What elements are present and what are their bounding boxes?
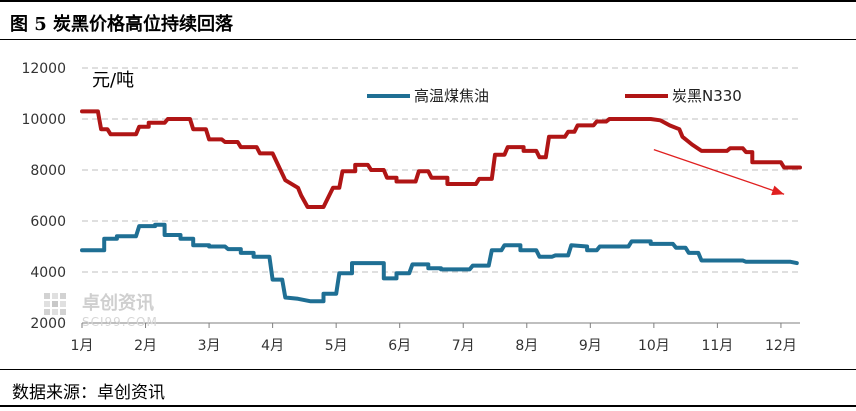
legend: 高温煤焦油 炭黑N330 bbox=[367, 87, 742, 105]
x-tick-label: 10月 bbox=[638, 338, 670, 354]
trend-arrow-line bbox=[653, 148, 785, 195]
watermark-text: 卓创资讯 bbox=[82, 292, 154, 314]
series-line-coal-tar bbox=[80, 222, 799, 304]
annotations bbox=[653, 148, 785, 196]
x-tick-label: 2月 bbox=[134, 338, 157, 354]
legend-label-n330: 炭黑N330 bbox=[672, 87, 742, 105]
y-axis-ticks: 2000 4000 6000 8000 10000 12000 bbox=[21, 61, 66, 332]
series-lines bbox=[80, 109, 802, 304]
x-tick-label: 9月 bbox=[579, 338, 602, 354]
figure-title-bar: 图 5 炭黑价格高位持续回落 bbox=[0, 0, 856, 40]
y-tick-label: 10000 bbox=[21, 112, 66, 128]
y-tick-label: 8000 bbox=[30, 163, 66, 179]
y-tick-label: 6000 bbox=[30, 214, 66, 230]
trend-arrow-head-icon bbox=[771, 185, 785, 196]
figure-title: 图 5 炭黑价格高位持续回落 bbox=[10, 14, 234, 35]
legend-label-coal-tar: 高温煤焦油 bbox=[414, 87, 489, 105]
data-source: 数据来源：卓创资讯 bbox=[12, 383, 165, 403]
x-tick-label: 12月 bbox=[765, 338, 797, 354]
source-bar: 数据来源：卓创资讯 bbox=[0, 369, 856, 407]
x-tick-label: 4月 bbox=[261, 338, 284, 354]
series-line-n330 bbox=[80, 109, 802, 209]
x-tick-label: 5月 bbox=[325, 338, 348, 354]
x-tick-label: 8月 bbox=[515, 338, 538, 354]
x-tick-label: 3月 bbox=[198, 338, 221, 354]
y-tick-label: 4000 bbox=[30, 265, 66, 281]
x-tick-label: 7月 bbox=[452, 338, 475, 354]
watermark-logo-icon bbox=[44, 293, 66, 315]
x-tick-label: 6月 bbox=[388, 338, 411, 354]
x-axis-ticks: 1月 2月 3月 4月 5月 6月 7月 8月 9月 10月 11月 12月 bbox=[71, 323, 797, 354]
y-tick-label: 12000 bbox=[21, 61, 66, 77]
x-tick-label: 1月 bbox=[71, 338, 94, 354]
watermark: 卓创资讯 SCI99.COM bbox=[44, 292, 158, 329]
y-tick-label: 2000 bbox=[30, 316, 66, 332]
unit-label: 元/吨 bbox=[92, 70, 134, 91]
x-tick-label: 11月 bbox=[701, 338, 733, 354]
watermark-subtext: SCI99.COM bbox=[82, 315, 158, 329]
line-chart: 2000 4000 6000 8000 10000 12000 1月 2月 3月 4月 5月 6月 7… bbox=[21, 61, 802, 354]
